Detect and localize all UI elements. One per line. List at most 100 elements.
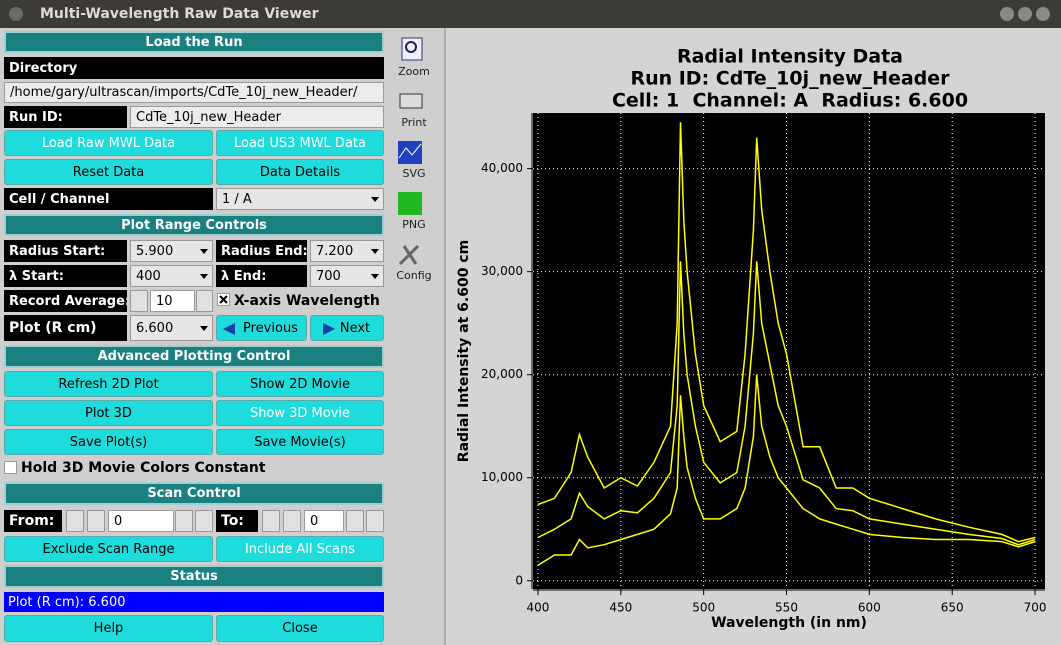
- button[interactable]: Exclude Scan Range: [4, 536, 213, 562]
- y-axis-label: Radial Intensity at 6.600 cm: [456, 240, 472, 462]
- window-controls: [9, 7, 1050, 21]
- toolbar-bg: [386, 28, 446, 645]
- x-tick-label: 600: [858, 601, 881, 615]
- run-id-field[interactable]: CdTe_10j_new_Header: [130, 106, 384, 128]
- button[interactable]: Plot 3D: [4, 400, 213, 426]
- from-field[interactable]: 0: [108, 510, 174, 532]
- y-tick-label: 0: [515, 573, 523, 587]
- chart-title: Run ID: CdTe_10j_new_Header: [630, 68, 950, 90]
- toolbar-label[interactable]: Print: [401, 116, 427, 129]
- y-tick-label: 40,000: [481, 161, 523, 175]
- lambda-end-combo[interactable]: 700: [310, 265, 384, 287]
- label: Plot (R cm): [4, 315, 127, 341]
- plot-area: [533, 113, 1045, 589]
- button[interactable]: Help: [4, 615, 213, 642]
- radius-end-combo[interactable]: 7.200: [310, 240, 384, 262]
- button[interactable]: Include All Scans: [216, 536, 384, 562]
- label: Radius End:: [216, 240, 307, 262]
- maximize-button[interactable]: [1018, 7, 1032, 21]
- record-average-field[interactable]: 10: [150, 290, 195, 312]
- svg-icon[interactable]: [398, 143, 422, 159]
- button[interactable]: Close: [216, 615, 384, 642]
- data-line: [537, 122, 1036, 543]
- button[interactable]: Refresh 2D Plot: [4, 371, 213, 397]
- button[interactable]: Load US3 MWL Data: [216, 130, 384, 156]
- spin-fast-down[interactable]: [262, 510, 280, 532]
- checkbox-label[interactable]: Hold 3D Movie Colors Constant: [21, 460, 266, 476]
- section-header: Load the Run: [4, 31, 384, 53]
- label: Cell / Channel: [4, 188, 213, 210]
- label: λ Start:: [4, 265, 127, 287]
- x-axis-label: Wavelength (in nm): [711, 615, 867, 631]
- spin-up[interactable]: [346, 510, 364, 532]
- directory-field[interactable]: /home/gary/ultrascan/imports/CdTe_10j_ne…: [4, 82, 384, 103]
- label: Run ID:: [4, 106, 127, 128]
- section-header: Advanced Plotting Control: [4, 345, 384, 368]
- x-tick-label: 550: [775, 601, 798, 615]
- window-title: Multi-Wavelength Raw Data Viewer: [40, 6, 319, 22]
- plot-radius-combo[interactable]: 6.600: [130, 315, 213, 341]
- button[interactable]: Show 3D Movie: [216, 400, 384, 426]
- label: Directory: [4, 57, 384, 79]
- print-icon[interactable]: [399, 93, 423, 109]
- chart-title: Cell: 1 Channel: A Radius: 6.600: [612, 90, 968, 112]
- previous-button[interactable]: Previous: [216, 315, 307, 341]
- button-label: Next: [339, 320, 371, 336]
- button[interactable]: Show 2D Movie: [216, 371, 384, 397]
- button[interactable]: Save Plot(s): [4, 429, 213, 455]
- x-tick-label: 650: [941, 601, 964, 615]
- close-window-button[interactable]: [1036, 7, 1050, 21]
- zoom-icon[interactable]: [405, 41, 417, 53]
- data-line: [537, 261, 1036, 546]
- toolbar-label[interactable]: PNG: [402, 218, 426, 231]
- minimize-button[interactable]: [1000, 7, 1014, 21]
- button[interactable]: Reset Data: [4, 159, 213, 185]
- lambda-start-combo[interactable]: 400: [130, 265, 213, 287]
- config-icon[interactable]: [398, 244, 420, 266]
- label: To:: [216, 510, 258, 532]
- toolbar: [386, 28, 446, 645]
- toolbar-label[interactable]: SVG: [402, 167, 426, 180]
- y-tick-label: 10,000: [481, 470, 523, 484]
- toolbar-label[interactable]: Zoom: [398, 65, 430, 78]
- label: Record Average:: [4, 290, 127, 312]
- spin-down[interactable]: [130, 290, 148, 312]
- label: λ End:: [216, 265, 307, 287]
- png-icon[interactable]: [398, 192, 422, 215]
- spin-down[interactable]: [87, 510, 105, 532]
- checkbox-label[interactable]: X-axis Wavelength: [234, 293, 380, 309]
- section-header: Scan Control: [4, 482, 384, 505]
- button-label: Previous: [243, 320, 298, 336]
- x-tick-label: 700: [1024, 601, 1047, 615]
- button[interactable]: Save Movie(s): [216, 429, 384, 455]
- next-button[interactable]: Next: [310, 315, 384, 341]
- x-tick-label: 450: [609, 601, 632, 615]
- y-tick-label: 20,000: [481, 367, 523, 381]
- button[interactable]: Data Details: [216, 159, 384, 185]
- to-field[interactable]: 0: [304, 510, 344, 532]
- spin-down[interactable]: [283, 510, 301, 532]
- x-tick-label: 400: [527, 601, 550, 615]
- app-icon: [9, 7, 23, 21]
- data-line: [537, 374, 1036, 566]
- chart-title: Radial Intensity Data: [677, 46, 903, 68]
- radius-start-combo[interactable]: 5.900: [130, 240, 213, 262]
- spin-up[interactable]: [196, 290, 213, 312]
- spin-fast-up[interactable]: [366, 510, 384, 532]
- cell-combo[interactable]: 1 / A: [216, 188, 384, 210]
- button[interactable]: Load Raw MWL Data: [4, 130, 213, 156]
- title-bar: Multi-Wavelength Raw Data Viewer: [0, 0, 1061, 28]
- y-tick-label: 30,000: [481, 264, 523, 278]
- label: Radius Start:: [4, 240, 127, 262]
- label: From:: [4, 510, 62, 532]
- section-header: Status: [4, 565, 384, 588]
- toolbar-label[interactable]: Config: [396, 269, 432, 282]
- checkbox-checked[interactable]: [217, 293, 230, 306]
- status-bar: Plot (R cm): 6.600: [4, 592, 384, 612]
- spin-up[interactable]: [175, 510, 193, 532]
- spin-fast-up[interactable]: [195, 510, 213, 532]
- spin-fast-down[interactable]: [66, 510, 84, 532]
- checkbox[interactable]: [4, 461, 17, 474]
